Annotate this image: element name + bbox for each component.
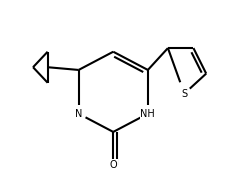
Text: O: O bbox=[109, 160, 117, 170]
Text: N: N bbox=[75, 109, 82, 119]
Text: S: S bbox=[181, 89, 187, 99]
Text: NH: NH bbox=[141, 109, 155, 119]
